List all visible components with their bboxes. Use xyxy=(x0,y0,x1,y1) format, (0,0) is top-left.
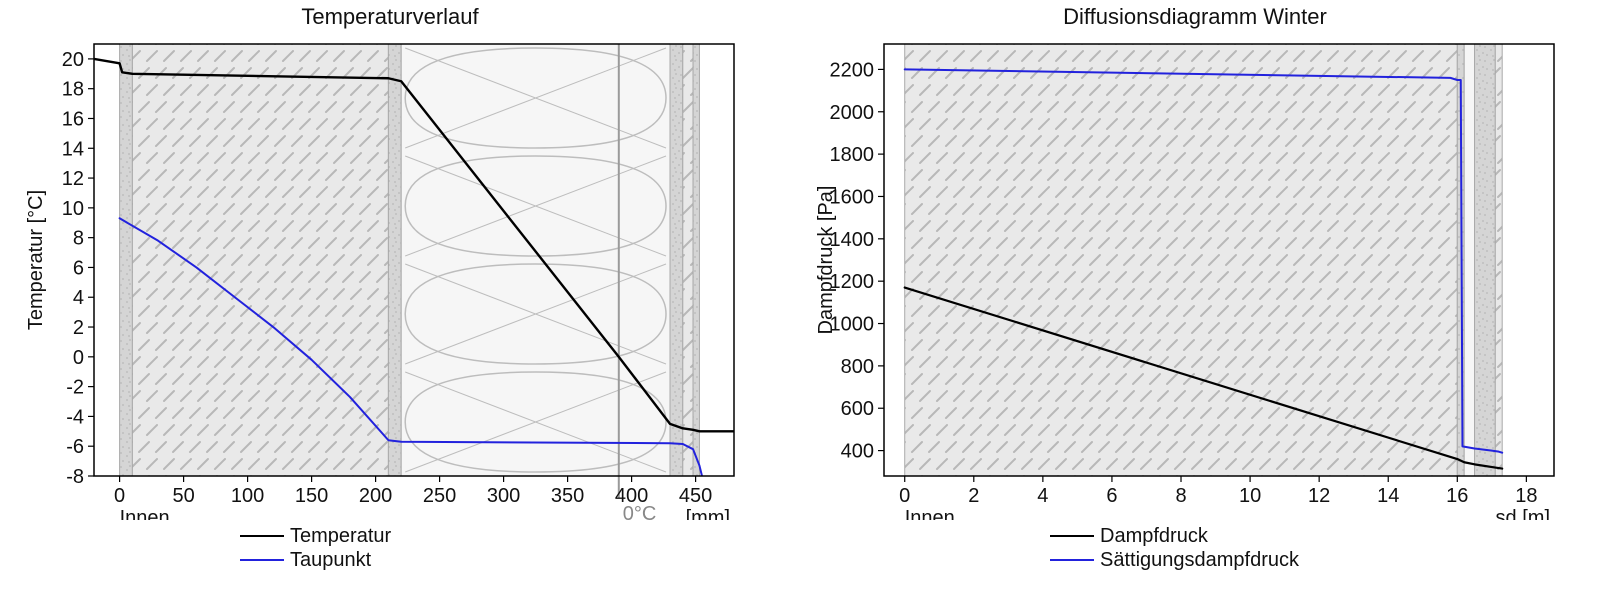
svg-text:10: 10 xyxy=(62,198,84,220)
svg-text:12: 12 xyxy=(62,168,84,190)
svg-text:600: 600 xyxy=(841,398,874,420)
svg-text:4: 4 xyxy=(73,287,84,309)
temperature-panel: Temperaturverlauf 0°C-8-6-4-202468101214… xyxy=(20,0,760,572)
svg-text:150: 150 xyxy=(295,485,328,507)
svg-text:16: 16 xyxy=(1446,485,1468,507)
svg-text:0: 0 xyxy=(73,347,84,369)
svg-text:50: 50 xyxy=(172,485,194,507)
svg-text:800: 800 xyxy=(841,356,874,378)
legend-swatch xyxy=(1050,535,1094,537)
svg-text:450: 450 xyxy=(679,485,712,507)
diffusion-chart-svg: 4006008001000120014001600180020002200Dam… xyxy=(810,30,1580,520)
svg-text:-6: -6 xyxy=(66,436,84,458)
svg-text:2000: 2000 xyxy=(830,102,875,124)
svg-text:2: 2 xyxy=(968,485,979,507)
svg-text:14: 14 xyxy=(62,138,84,160)
svg-text:300: 300 xyxy=(487,485,520,507)
svg-text:Dampfdruck [Pa]: Dampfdruck [Pa] xyxy=(815,186,837,335)
svg-text:1800: 1800 xyxy=(830,144,875,166)
page-root: Temperaturverlauf 0°C-8-6-4-202468101214… xyxy=(0,0,1600,615)
legend-item: Temperatur xyxy=(240,524,760,548)
svg-text:8: 8 xyxy=(1175,485,1186,507)
temperature-chart-title: Temperaturverlauf xyxy=(20,4,760,30)
svg-text:6: 6 xyxy=(73,257,84,279)
svg-text:350: 350 xyxy=(551,485,584,507)
svg-text:6: 6 xyxy=(1106,485,1117,507)
svg-text:4: 4 xyxy=(1037,485,1048,507)
diffusion-panel: Diffusionsdiagramm Winter 40060080010001… xyxy=(810,0,1580,572)
svg-text:2200: 2200 xyxy=(830,59,875,81)
legend-item: Taupunkt xyxy=(240,548,760,572)
svg-text:18: 18 xyxy=(62,79,84,101)
svg-text:8: 8 xyxy=(73,228,84,250)
svg-text:-8: -8 xyxy=(66,466,84,488)
svg-text:100: 100 xyxy=(231,485,264,507)
svg-text:-4: -4 xyxy=(66,406,84,428)
svg-text:Temperatur [°C]: Temperatur [°C] xyxy=(25,190,47,330)
legend-swatch xyxy=(1050,559,1094,561)
diffusion-chart-title: Diffusionsdiagramm Winter xyxy=(810,4,1580,30)
svg-text:sd [m]: sd [m] xyxy=(1496,507,1550,520)
svg-text:250: 250 xyxy=(423,485,456,507)
diffusion-legend: DampfdruckSättigungsdampfdruck xyxy=(1050,524,1580,572)
svg-text:Innen: Innen xyxy=(120,507,170,520)
temperature-chart-svg: 0°C-8-6-4-202468101214161820Temperatur [… xyxy=(20,30,760,520)
svg-text:18: 18 xyxy=(1515,485,1537,507)
legend-label: Taupunkt xyxy=(290,548,371,572)
svg-text:0: 0 xyxy=(114,485,125,507)
svg-text:[mm]: [mm] xyxy=(686,507,730,520)
legend-label: Temperatur xyxy=(290,524,391,548)
svg-text:-2: -2 xyxy=(66,377,84,399)
svg-text:16: 16 xyxy=(62,108,84,130)
legend-label: Dampfdruck xyxy=(1100,524,1208,548)
svg-text:14: 14 xyxy=(1377,485,1399,507)
svg-text:2: 2 xyxy=(73,317,84,339)
svg-text:Innen: Innen xyxy=(905,507,955,520)
svg-text:10: 10 xyxy=(1239,485,1261,507)
legend-item: Dampfdruck xyxy=(1050,524,1580,548)
svg-text:20: 20 xyxy=(62,49,84,71)
svg-text:0: 0 xyxy=(899,485,910,507)
svg-text:400: 400 xyxy=(615,485,648,507)
legend-label: Sättigungsdampfdruck xyxy=(1100,548,1299,572)
legend-swatch xyxy=(240,559,284,561)
svg-text:400: 400 xyxy=(841,441,874,463)
svg-text:12: 12 xyxy=(1308,485,1330,507)
svg-text:200: 200 xyxy=(359,485,392,507)
temperature-legend: TemperaturTaupunkt xyxy=(240,524,760,572)
legend-swatch xyxy=(240,535,284,537)
legend-item: Sättigungsdampfdruck xyxy=(1050,548,1580,572)
